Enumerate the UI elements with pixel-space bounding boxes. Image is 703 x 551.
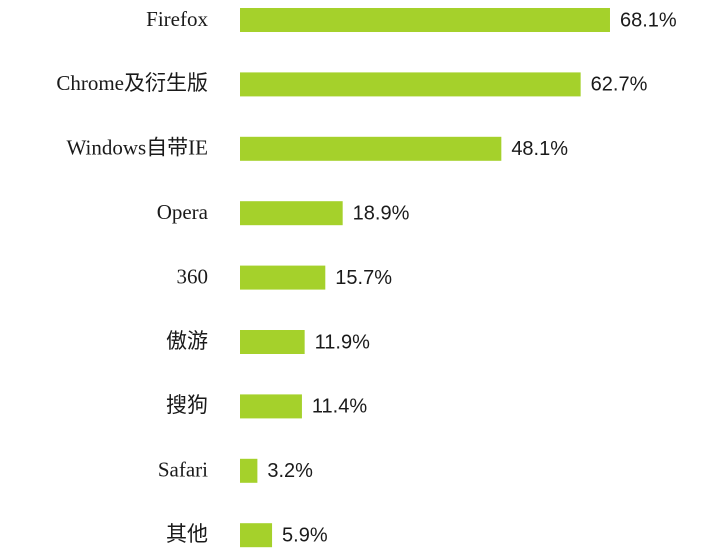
- category-label: Chrome及衍生版: [56, 71, 208, 95]
- value-label: 5.9%: [282, 524, 328, 546]
- category-label: Windows自带IE: [67, 136, 208, 160]
- bar: [240, 72, 581, 97]
- value-label: 62.7%: [591, 74, 648, 96]
- value-label: 11.4%: [312, 396, 367, 418]
- value-label: 68.1%: [620, 9, 677, 31]
- value-label: 3.2%: [267, 460, 313, 482]
- category-label: 360: [177, 264, 209, 288]
- bar: [240, 201, 343, 226]
- bar: [240, 330, 305, 354]
- bar: [240, 523, 273, 548]
- value-label: 11.9%: [315, 331, 370, 353]
- value-label: 18.9%: [353, 202, 410, 224]
- bar: [240, 458, 258, 483]
- category-label: Opera: [157, 200, 209, 224]
- bar: [240, 136, 502, 161]
- bar: [240, 394, 302, 419]
- category-label: 搜狗: [166, 393, 208, 417]
- category-label: Firefox: [146, 7, 208, 31]
- value-label: 15.7%: [335, 267, 392, 289]
- category-label: 其他: [166, 522, 208, 546]
- bar: [240, 265, 326, 290]
- category-label: 傲游: [166, 329, 208, 353]
- category-label: Safari: [158, 458, 208, 482]
- value-label: 48.1%: [511, 138, 568, 160]
- bar: [240, 8, 610, 32]
